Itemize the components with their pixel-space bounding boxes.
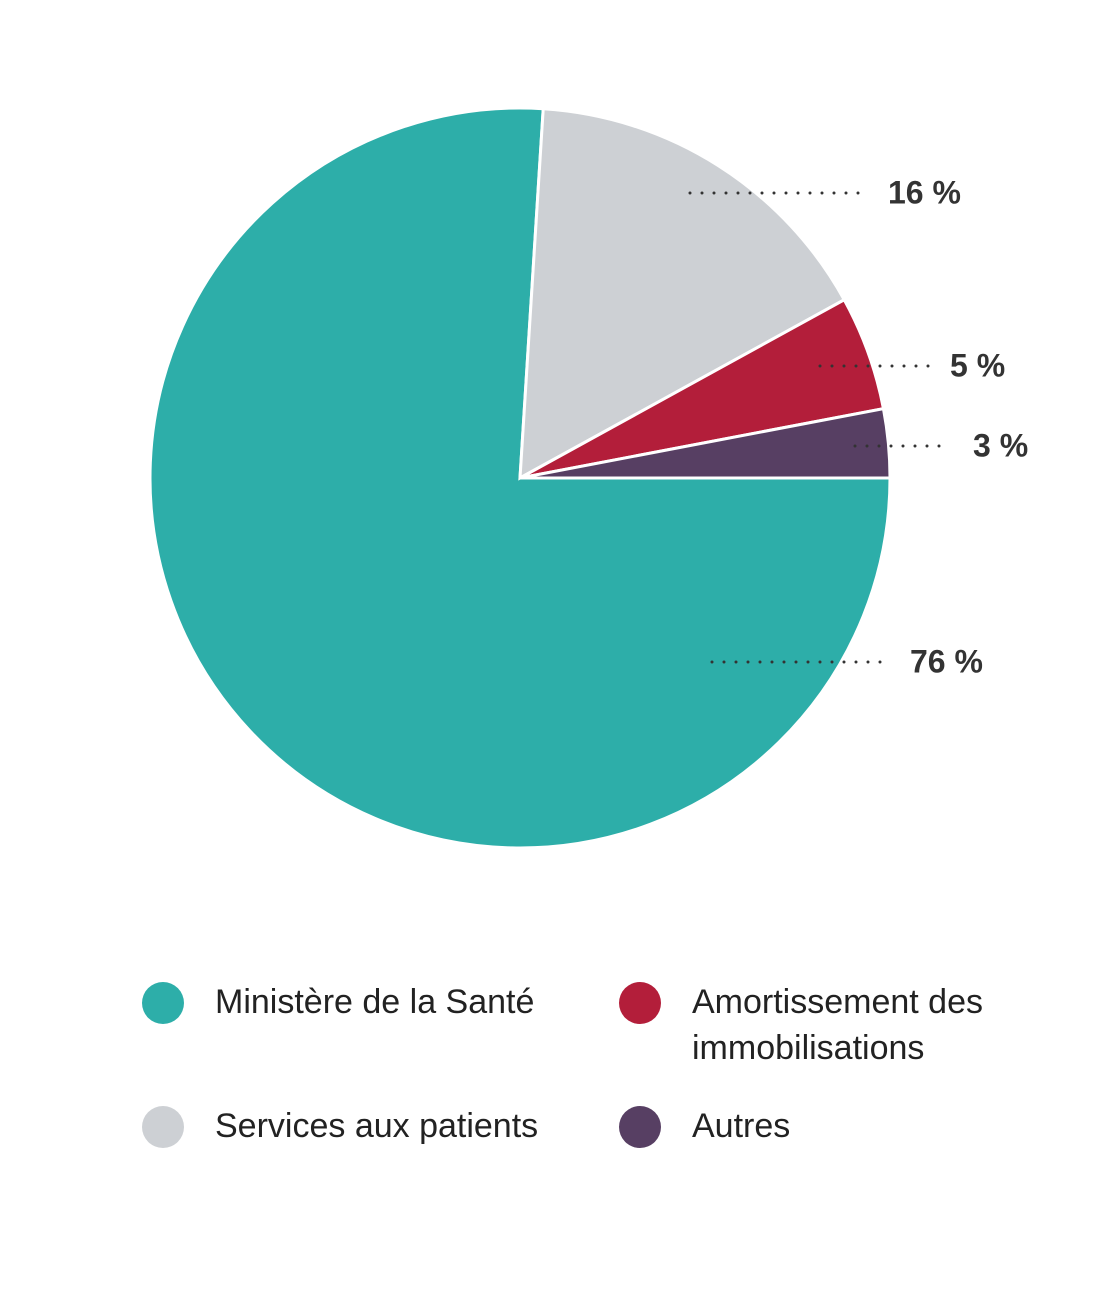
legend-swatch (619, 982, 661, 1024)
pie-slice (519, 406, 892, 480)
value-label: 5 % (950, 347, 1005, 383)
legend-swatch (619, 1106, 661, 1148)
legend-label: Amortissement des immobilisations (692, 983, 983, 1067)
legend-label: Ministère de la Santé (215, 983, 535, 1021)
legend-swatch (142, 982, 184, 1024)
legend-swatch (142, 1106, 184, 1148)
pie-slice (518, 107, 847, 481)
legend-label: Services aux patients (215, 1107, 539, 1145)
value-label: 16 % (888, 174, 961, 210)
value-label: 76 % (910, 643, 983, 679)
value-label: 3 % (973, 427, 1028, 463)
legend-label: Autres (692, 1107, 791, 1145)
